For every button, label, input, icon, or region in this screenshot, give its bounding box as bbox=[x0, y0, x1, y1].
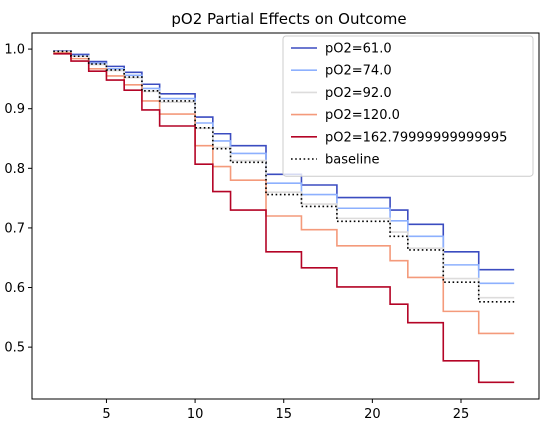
y-axis: 0.5 0.6 0.7 0.8 0.9 1.0 bbox=[4, 43, 32, 356]
legend: pO2=61.0 pO2=74.0 pO2=92.0 pO2=120.0 pO2=162… bbox=[282, 35, 534, 177]
legend-label: pO2=162.79999999999995 bbox=[325, 130, 507, 145]
y-tick-label: 0.8 bbox=[4, 162, 25, 177]
x-tick-label: 5 bbox=[102, 407, 110, 422]
y-tick-label: 0.9 bbox=[4, 102, 25, 117]
series-line-4 bbox=[53, 53, 515, 384]
series-line-5 bbox=[53, 50, 515, 303]
y-tick-label: 1.0 bbox=[4, 43, 25, 58]
y-tick-label: 0.6 bbox=[4, 281, 25, 296]
legend-label: baseline bbox=[325, 153, 379, 168]
legend-label: pO2=120.0 bbox=[325, 108, 400, 123]
x-tick-label: 20 bbox=[364, 407, 381, 422]
x-tick-label: 10 bbox=[187, 407, 204, 422]
x-tick-label: 25 bbox=[453, 407, 470, 422]
chart-title: pO2 Partial Effects on Outcome bbox=[171, 10, 406, 28]
legend-box bbox=[282, 35, 534, 177]
plot-area bbox=[53, 50, 515, 384]
y-tick-label: 0.7 bbox=[4, 221, 25, 236]
legend-label: pO2=74.0 bbox=[325, 64, 392, 79]
legend-label: pO2=61.0 bbox=[325, 42, 392, 57]
plot-frame bbox=[31, 32, 540, 400]
y-tick-label: 0.5 bbox=[4, 341, 25, 356]
x-axis: 5 10 15 20 25 bbox=[102, 399, 469, 422]
legend-label: pO2=92.0 bbox=[325, 86, 392, 101]
x-tick-label: 15 bbox=[275, 407, 292, 422]
